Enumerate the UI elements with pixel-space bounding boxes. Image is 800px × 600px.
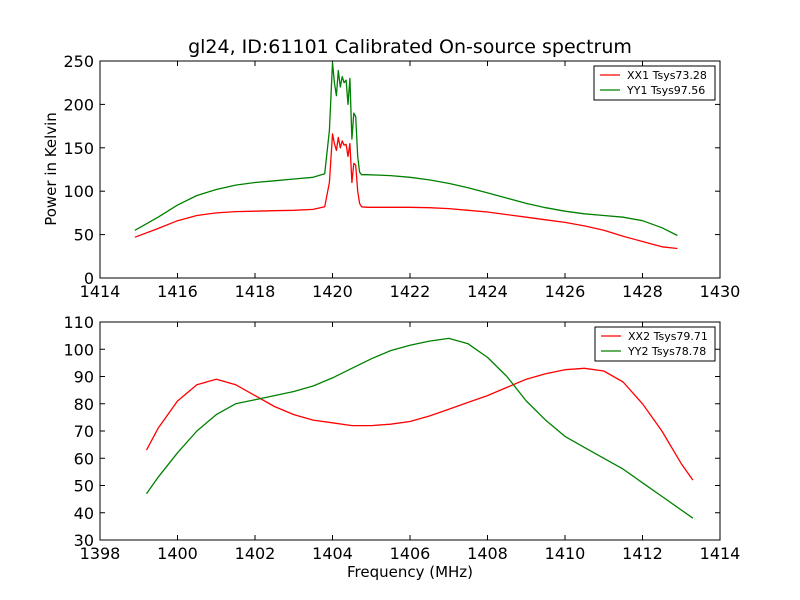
x-tick-label: 1420	[312, 282, 353, 301]
y-tick-label: 0	[84, 269, 94, 288]
x-tick-label: 1408	[467, 544, 508, 563]
chart-title: gl24, ID:61101 Calibrated On-source spec…	[188, 36, 632, 58]
x-tick-label: 1414	[80, 282, 121, 301]
x-tick-label: 1412	[622, 544, 663, 563]
legend-label: YY1 Tsys97.56	[626, 84, 705, 97]
legend-box	[593, 65, 716, 101]
y-tick-label: 30	[74, 531, 94, 550]
y-tick-label: 100	[63, 340, 94, 359]
top-panel: gl24, ID:61101 Calibrated On-source spec…	[42, 36, 740, 301]
y-tick-label: 60	[74, 449, 94, 468]
y-tick-label: 70	[74, 422, 94, 441]
y-tick-label: 110	[63, 313, 94, 332]
x-tick-label: 1424	[467, 282, 508, 301]
legend-label: YY2 Tsys78.78	[627, 345, 706, 358]
series-line	[145, 337, 694, 519]
x-tick-label: 1414	[700, 544, 741, 563]
legend-box	[594, 326, 716, 362]
y-tick-label: 50	[74, 226, 94, 245]
y-tick-label: 100	[63, 182, 94, 201]
y-tick-label: 50	[74, 477, 94, 496]
y-axis-title: Power in Kelvin	[42, 112, 60, 226]
x-tick-label: 1426	[545, 282, 586, 301]
y-tick-label: 200	[63, 95, 94, 114]
y-tick-label: 90	[74, 368, 94, 387]
y-tick-label: 80	[74, 395, 94, 414]
series-line	[145, 367, 694, 481]
x-tick-label: 1400	[157, 544, 198, 563]
series-line	[134, 133, 678, 250]
y-tick-label: 250	[63, 52, 94, 71]
legend-label: XX2 Tsys79.71	[628, 330, 708, 343]
y-tick-label: 150	[63, 139, 94, 158]
y-tick-label: 40	[74, 504, 94, 523]
x-tick-label: 1430	[700, 282, 741, 301]
x-tick-label: 1418	[235, 282, 276, 301]
legend-label: XX1 Tsys73.28	[627, 69, 707, 82]
x-tick-label: 1406	[390, 544, 431, 563]
x-tick-label: 1404	[312, 544, 353, 563]
x-tick-label: 1422	[390, 282, 431, 301]
series-line	[134, 62, 678, 237]
x-axis-title: Frequency (MHz)	[347, 563, 473, 581]
x-tick-label: 1416	[157, 282, 198, 301]
bottom-panel: Frequency (MHz) 1398 1400 1402 1404 1406 1408…	[63, 313, 740, 581]
x-tick-label: 1428	[622, 282, 663, 301]
x-tick-label: 1402	[235, 544, 276, 563]
x-tick-label: 1398	[80, 544, 121, 563]
x-tick-label: 1410	[545, 544, 586, 563]
